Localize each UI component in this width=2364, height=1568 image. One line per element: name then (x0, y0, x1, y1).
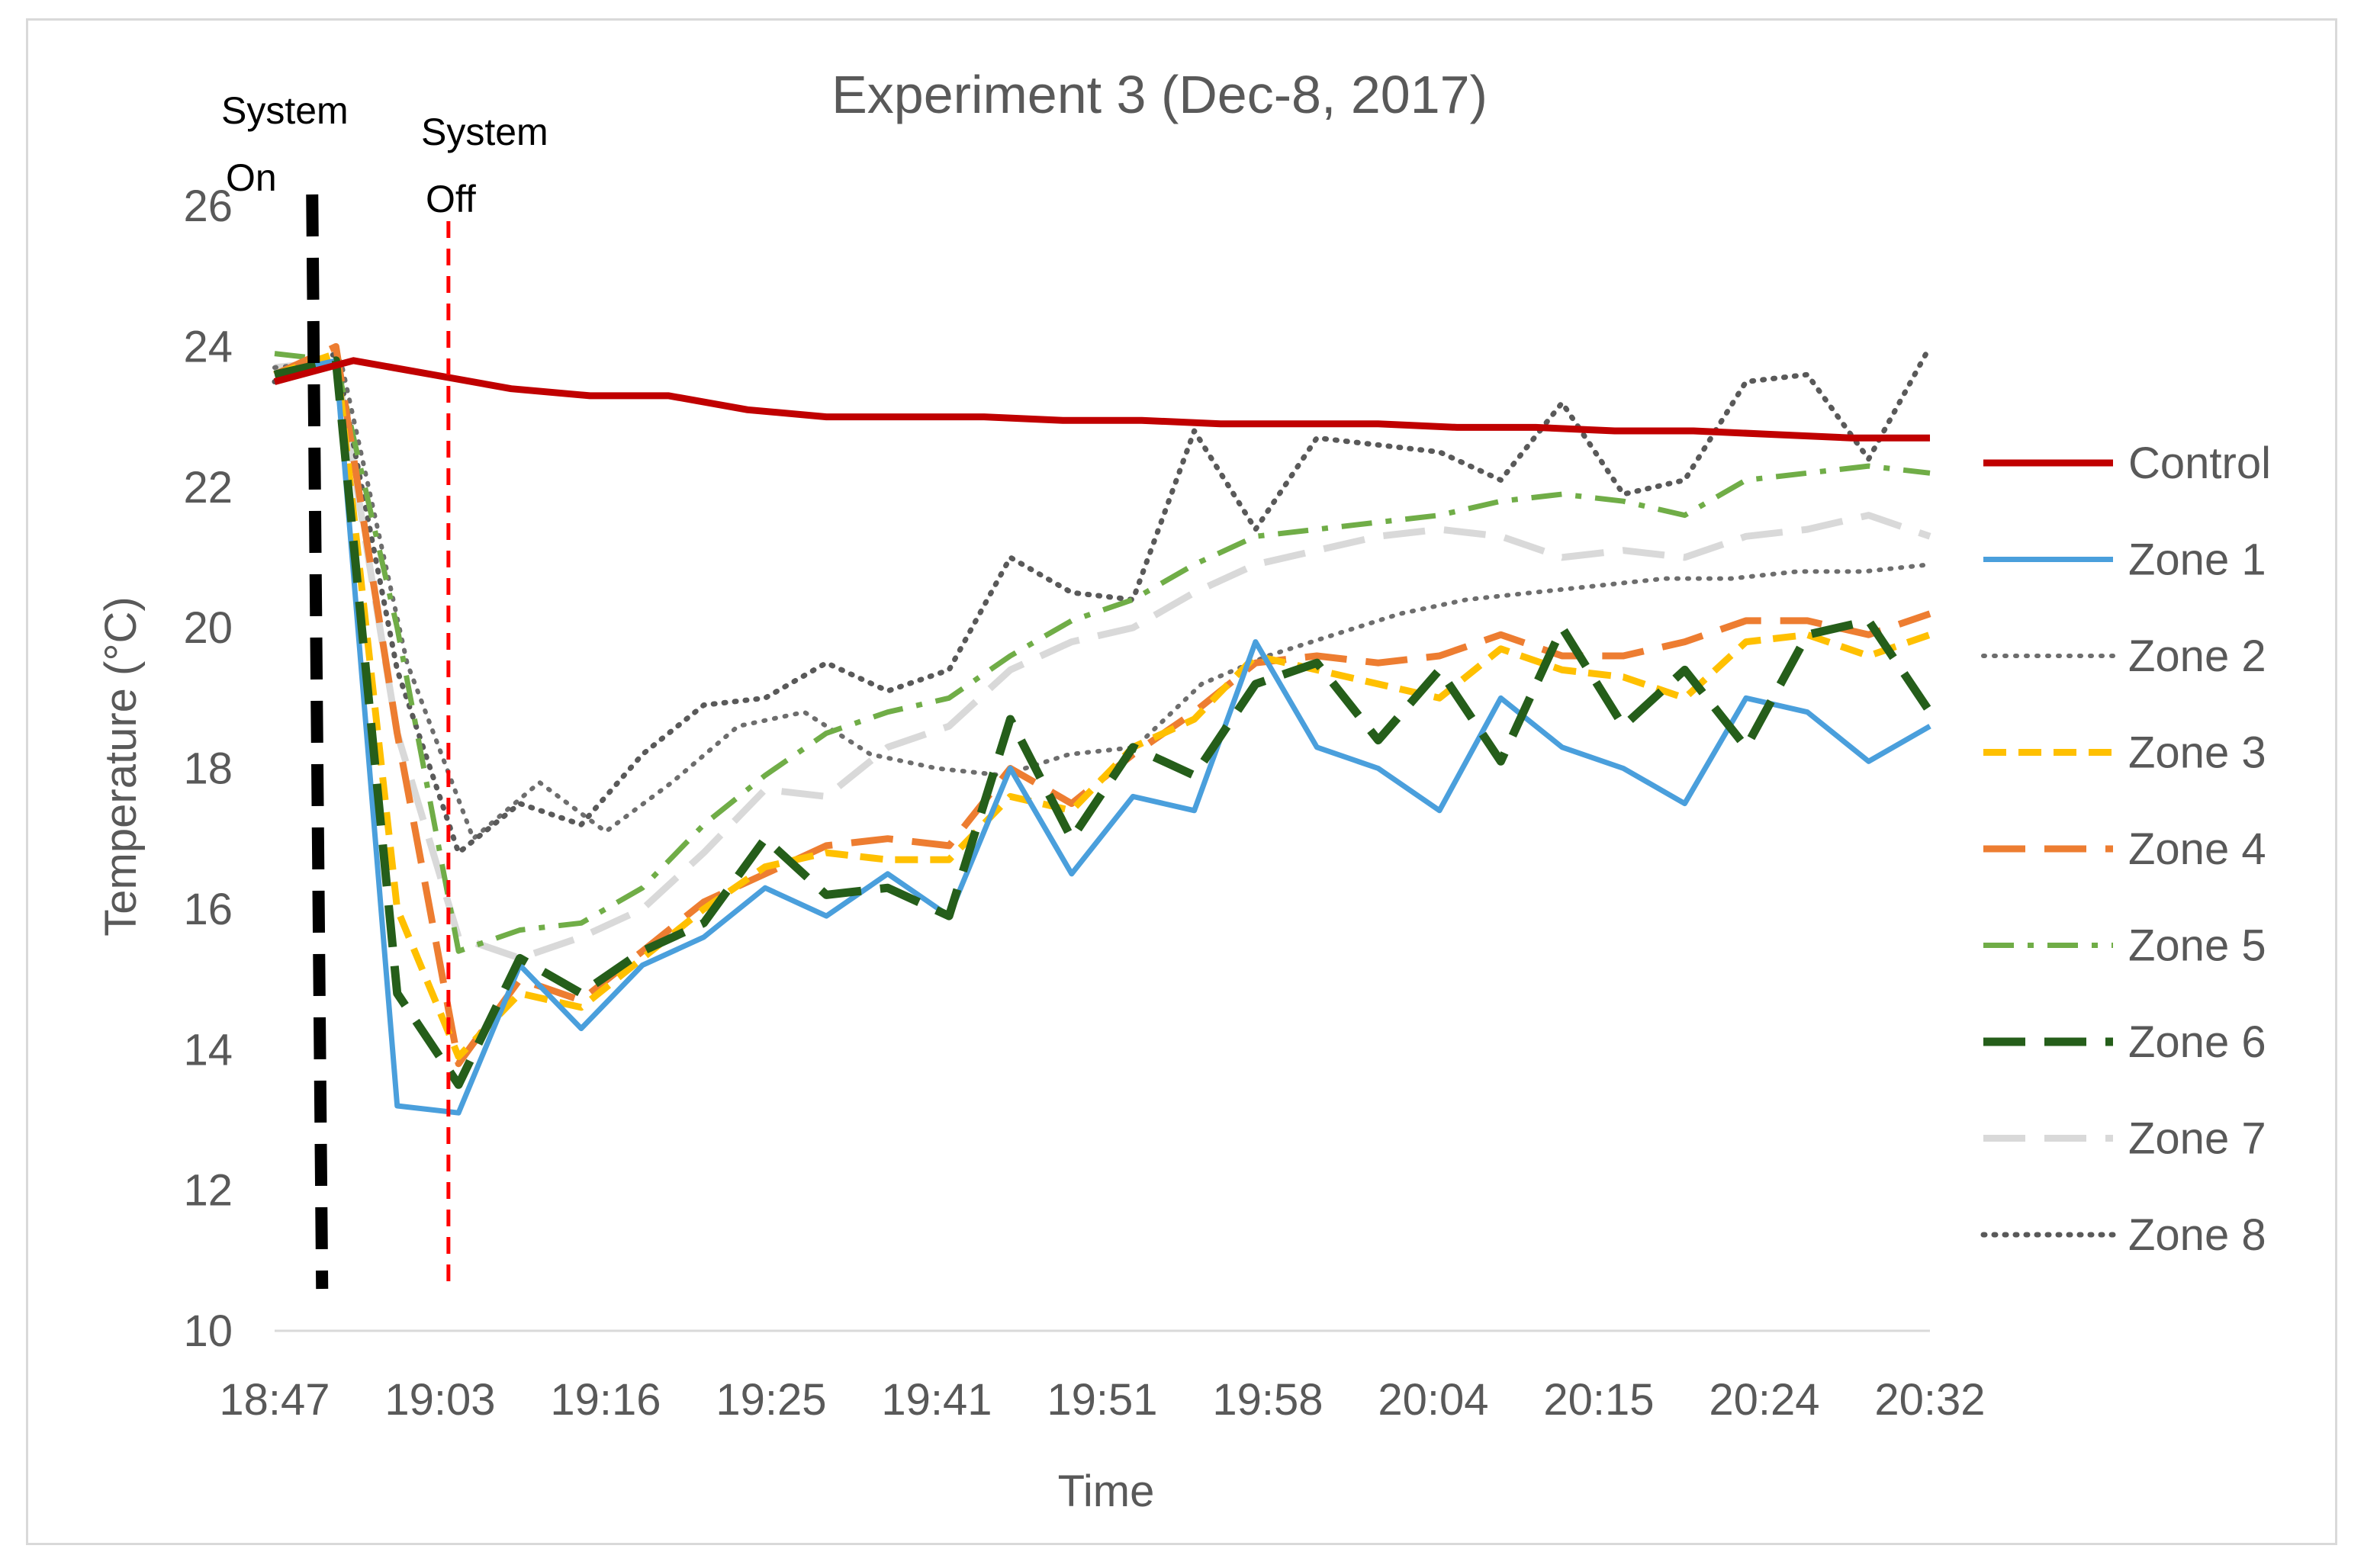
event-marker-line (306, 194, 329, 1290)
x-tick-label: 19:51 (1047, 1375, 1157, 1425)
legend-label: Zone 1 (2128, 535, 2266, 585)
x-tick-label: 18:47 (219, 1375, 330, 1425)
x-tick-label: 19:41 (881, 1375, 992, 1425)
y-tick-label: 14 (183, 1025, 233, 1075)
y-tick-label: 24 (183, 322, 233, 371)
event-marker-label: On (226, 156, 277, 199)
series-line-zone-5 (274, 351, 1931, 954)
y-tick-label: 18 (183, 744, 233, 794)
legend-label: Zone 2 (2128, 631, 2266, 681)
series-line-zone-3 (273, 350, 1931, 1060)
chart-title: Experiment 3 (Dec-8, 2017) (831, 65, 1488, 124)
event-marker-label: Off (426, 178, 476, 220)
x-tick-label: 19:03 (384, 1375, 495, 1425)
series-line-zone-1 (274, 358, 1931, 1116)
event-markers: System On System Off (221, 89, 548, 1290)
legend-label: Zone 6 (2128, 1017, 2266, 1067)
x-tick-label: 19:16 (550, 1375, 661, 1425)
y-tick-label: 22 (183, 463, 233, 512)
series-line-zone-2 (272, 358, 1932, 841)
series-lines (272, 342, 1934, 1116)
legend-label: Control (2128, 439, 2271, 488)
legend-label: Zone 8 (2128, 1210, 2266, 1260)
x-tick-label: 20:32 (1874, 1375, 1985, 1425)
y-tick-label: 12 (183, 1166, 233, 1216)
x-tick-label: 19:25 (716, 1375, 826, 1425)
x-tick-label: 20:04 (1378, 1375, 1488, 1425)
y-tick-label: 26 (183, 182, 233, 231)
legend-label: Zone 5 (2128, 921, 2266, 971)
legend: Control Zone 1 Zone 2 Zone 3 Zone 4 Zone 5 Zon… (1980, 439, 2271, 1260)
y-axis-label: Temperature (°C) (96, 596, 146, 936)
legend-label: Zone 7 (2128, 1114, 2266, 1164)
y-tick-labels: 10 12 14 16 18 20 22 24 26 (183, 182, 233, 1356)
y-tick-label: 10 (183, 1306, 233, 1356)
x-tick-label: 20:15 (1543, 1375, 1654, 1425)
x-axis-label: Time (1058, 1467, 1155, 1516)
event-marker-label: System (421, 111, 548, 153)
x-tick-label: 20:24 (1709, 1375, 1819, 1425)
series-line-zone-8 (272, 343, 1933, 856)
y-tick-label: 16 (183, 885, 233, 934)
legend-label: Zone 3 (2128, 728, 2266, 778)
event-marker-label: System (221, 89, 349, 132)
x-tick-label: 19:58 (1212, 1375, 1323, 1425)
series-line-control (273, 357, 1930, 442)
y-tick-label: 20 (183, 603, 233, 653)
legend-label: Zone 4 (2128, 824, 2266, 874)
series-line-zone-7 (274, 357, 1931, 962)
x-tick-labels: 18:47 19:03 19:16 19:25 19:41 19:51 19:58 20:04… (219, 1375, 1985, 1425)
series-line-zone-6 (273, 356, 1934, 1089)
